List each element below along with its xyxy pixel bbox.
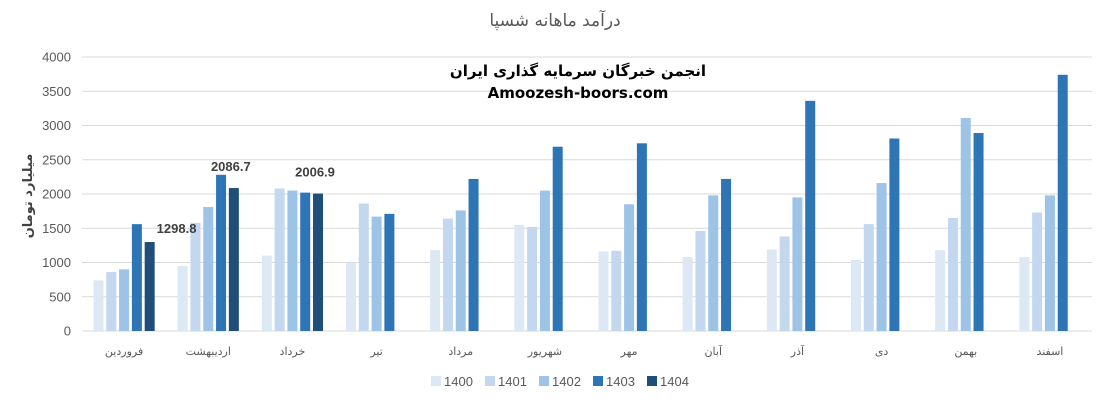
x-category-label: تیر — [369, 345, 382, 358]
y-tick-label: 2000 — [42, 187, 71, 202]
legend-swatch-1403 — [593, 376, 603, 386]
data-label: 2006.9 — [295, 165, 335, 180]
bar-1402-7 — [708, 195, 719, 331]
bar-1403-5 — [552, 146, 563, 331]
legend-label: 1402 — [552, 374, 581, 389]
bar-1404-2 — [313, 193, 324, 331]
bar-1400-7 — [682, 257, 693, 331]
bar-1400-8 — [766, 249, 777, 331]
bar-1403-8 — [805, 100, 816, 331]
legend-swatch-1401 — [485, 376, 495, 386]
bar-1402-10 — [960, 117, 971, 331]
bar-1402-11 — [1044, 195, 1055, 331]
data-label: 1298.8 — [157, 221, 197, 236]
legend-swatch-1400 — [431, 376, 441, 386]
bar-1400-5 — [514, 224, 525, 331]
bar-1403-11 — [1057, 74, 1068, 331]
y-tick-label: 2500 — [42, 152, 71, 167]
x-category-label: اردیبهشت — [186, 345, 231, 358]
legend-label: 1404 — [660, 374, 689, 389]
bar-1402-1 — [203, 207, 214, 331]
bar-1404-1 — [228, 188, 239, 331]
bar-1404-0 — [144, 242, 155, 331]
x-category-label: مرداد — [448, 345, 473, 358]
bar-1403-10 — [973, 133, 984, 331]
bar-1402-0 — [119, 269, 130, 331]
y-tick-label: 0 — [64, 324, 71, 339]
y-axis-ticks: 0 500 1000 1500 2000 2500 3000 3500 4000 — [42, 50, 71, 339]
x-category-label: آذر — [790, 344, 805, 358]
data-label: 2086.7 — [211, 159, 251, 174]
bar-1403-2 — [300, 192, 311, 331]
x-category-label: دی — [875, 345, 889, 358]
bar-1403-7 — [721, 178, 732, 331]
bar-1400-1 — [177, 265, 188, 331]
y-axis-label: میلیارد تومان — [21, 154, 36, 239]
x-category-label: آبان — [704, 344, 722, 358]
legend-swatch-1402 — [539, 376, 549, 386]
y-tick-label: 500 — [49, 289, 71, 304]
bar-1401-8 — [779, 236, 790, 331]
bar-1401-3 — [358, 203, 369, 331]
bar-1400-9 — [850, 259, 861, 331]
watermark-title: انجمن خبرگان سرمایه گذاری ایران — [450, 62, 706, 80]
bar-1402-2 — [287, 190, 298, 331]
y-tick-label: 1000 — [42, 255, 71, 270]
legend-swatch-1404 — [647, 376, 657, 386]
bars — [93, 74, 1068, 331]
x-category-label: بهمن — [954, 345, 977, 358]
chart-title: درآمد ماهانه شسپا — [489, 9, 620, 31]
y-tick-label: 3500 — [42, 84, 71, 99]
bar-1401-10 — [947, 217, 958, 331]
y-tick-label: 3000 — [42, 118, 71, 133]
legend: 1400 1401 1402 1403 1404 — [431, 374, 689, 389]
bar-1400-11 — [1019, 257, 1030, 331]
bar-1401-1 — [190, 222, 201, 331]
data-labels: 1298.8 2086.7 2006.9 — [157, 159, 335, 236]
bar-1401-2 — [274, 188, 285, 331]
legend-label: 1403 — [606, 374, 635, 389]
bar-1401-9 — [863, 224, 874, 331]
bar-1402-6 — [624, 204, 635, 331]
bar-1400-0 — [93, 280, 104, 331]
bar-1402-9 — [876, 183, 887, 331]
bar-1400-3 — [345, 262, 356, 331]
bar-1403-1 — [216, 174, 227, 331]
bar-1401-5 — [527, 226, 538, 331]
bar-1402-8 — [792, 197, 803, 331]
legend-label: 1400 — [444, 374, 473, 389]
bar-1400-4 — [430, 250, 441, 331]
y-tick-label: 1500 — [42, 221, 71, 236]
x-category-label: خرداد — [280, 345, 306, 358]
watermark-website: Amoozesh-boors.com — [488, 84, 669, 102]
x-category-label: شهریور — [527, 345, 562, 358]
bar-1401-11 — [1032, 212, 1043, 331]
legend-label: 1401 — [498, 374, 527, 389]
bar-1403-4 — [468, 178, 479, 331]
bar-1402-5 — [539, 190, 550, 331]
bar-1403-6 — [636, 143, 647, 331]
bar-1400-10 — [935, 250, 946, 331]
y-tick-label: 4000 — [42, 50, 71, 65]
x-category-label: اسفند — [1036, 345, 1063, 358]
bar-1403-3 — [384, 213, 395, 331]
bar-1403-9 — [889, 138, 900, 331]
bar-1401-7 — [695, 230, 706, 331]
bar-1400-6 — [598, 251, 609, 331]
bar-1403-0 — [131, 224, 142, 331]
bar-1401-6 — [611, 250, 622, 331]
bar-1402-4 — [455, 210, 466, 331]
bar-1401-4 — [442, 218, 453, 331]
x-category-label: فروردین — [105, 345, 143, 358]
bar-1401-0 — [106, 272, 117, 331]
gridlines — [82, 56, 1092, 332]
bar-1402-3 — [371, 216, 382, 331]
x-category-label: مهر — [620, 345, 638, 358]
bar-1400-2 — [261, 255, 272, 331]
x-axis-categories: فروردین اردیبهشت خرداد تیر مرداد شهریور مهر آبا… — [105, 344, 1063, 358]
